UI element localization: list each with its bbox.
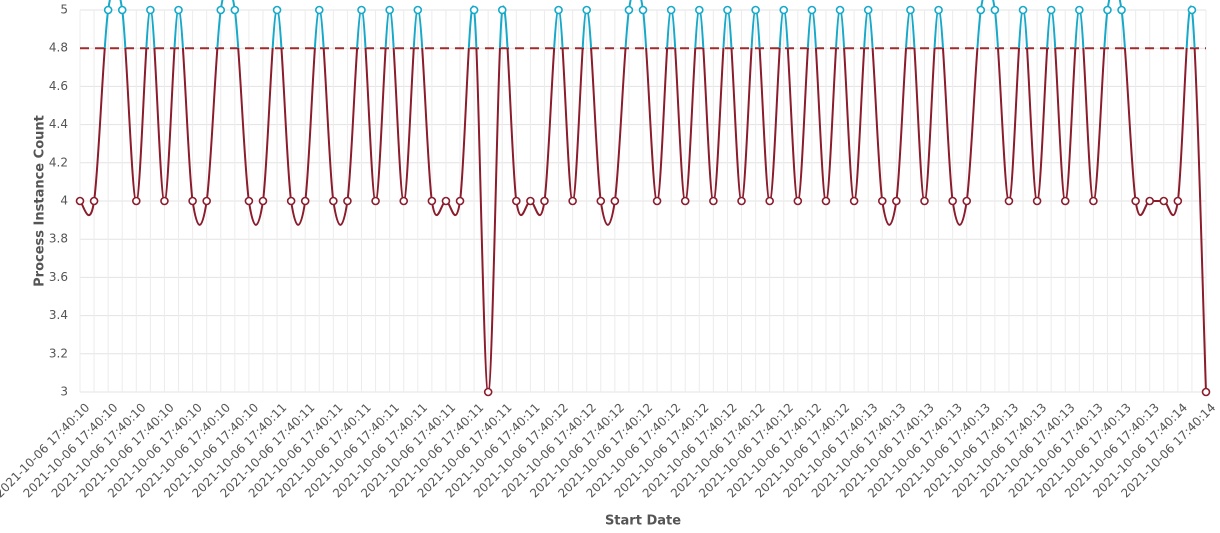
point bbox=[906, 5, 915, 15]
point bbox=[314, 5, 324, 15]
point bbox=[624, 5, 634, 15]
point bbox=[441, 196, 451, 206]
point bbox=[202, 196, 211, 206]
point bbox=[188, 196, 197, 206]
point bbox=[1103, 5, 1112, 15]
point bbox=[385, 5, 394, 15]
point bbox=[1089, 196, 1098, 206]
point bbox=[835, 5, 845, 15]
point bbox=[75, 196, 85, 206]
point bbox=[652, 196, 662, 206]
point bbox=[976, 5, 986, 15]
point bbox=[709, 196, 718, 206]
point bbox=[357, 5, 366, 15]
point bbox=[174, 5, 183, 15]
point bbox=[427, 196, 437, 206]
point bbox=[146, 5, 155, 15]
point bbox=[962, 196, 972, 206]
point bbox=[680, 196, 690, 206]
point bbox=[793, 196, 803, 206]
point bbox=[526, 196, 535, 206]
point bbox=[1032, 196, 1042, 206]
point bbox=[272, 5, 282, 15]
point bbox=[343, 196, 352, 206]
point bbox=[849, 196, 859, 206]
point bbox=[1004, 196, 1014, 206]
point bbox=[1046, 5, 1056, 15]
point bbox=[934, 5, 943, 15]
y-axis-title: Process Instance Count bbox=[33, 115, 48, 287]
point bbox=[1145, 196, 1154, 206]
point bbox=[483, 387, 493, 397]
point bbox=[1131, 196, 1140, 206]
y-tick-label: 4.4 bbox=[49, 117, 68, 131]
point bbox=[737, 196, 746, 206]
point bbox=[723, 5, 732, 15]
point bbox=[779, 5, 789, 15]
y-tick-label: 4.6 bbox=[49, 79, 68, 93]
y-tick-label: 3 bbox=[60, 385, 68, 399]
y-tick-label: 3.8 bbox=[49, 232, 68, 246]
point bbox=[469, 5, 479, 15]
y-tick-label: 4.8 bbox=[49, 41, 68, 55]
point bbox=[863, 5, 873, 15]
y-tick-label: 3.6 bbox=[49, 270, 68, 284]
point bbox=[512, 196, 521, 206]
point bbox=[1060, 196, 1070, 206]
point bbox=[216, 5, 226, 15]
point bbox=[948, 196, 957, 206]
point bbox=[258, 196, 268, 206]
point bbox=[554, 5, 563, 15]
point bbox=[1201, 387, 1211, 397]
point bbox=[807, 5, 817, 15]
point bbox=[371, 196, 380, 206]
y-tick-label: 3.4 bbox=[49, 308, 68, 322]
y-tick-label: 4 bbox=[60, 194, 68, 208]
point bbox=[1075, 5, 1084, 15]
point bbox=[230, 5, 240, 15]
point bbox=[1187, 5, 1197, 15]
point bbox=[244, 196, 254, 206]
point bbox=[638, 5, 648, 15]
point bbox=[413, 5, 423, 15]
point bbox=[821, 196, 831, 206]
point bbox=[540, 196, 549, 206]
point bbox=[117, 5, 127, 15]
point bbox=[1159, 196, 1169, 206]
x-axis-title: Start Date bbox=[605, 514, 681, 529]
point bbox=[1018, 5, 1028, 15]
point bbox=[751, 5, 760, 15]
y-tick-label: 5 bbox=[60, 3, 68, 17]
point bbox=[568, 196, 577, 206]
point bbox=[892, 196, 901, 206]
point bbox=[666, 5, 676, 15]
point bbox=[1117, 5, 1126, 15]
point bbox=[132, 196, 141, 206]
point bbox=[694, 5, 704, 15]
point bbox=[497, 5, 507, 15]
point bbox=[329, 196, 338, 206]
point bbox=[103, 5, 113, 15]
point bbox=[610, 196, 620, 206]
point bbox=[920, 196, 929, 206]
point bbox=[399, 196, 409, 206]
point bbox=[596, 196, 606, 206]
point bbox=[89, 196, 99, 206]
y-tick-label: 3.2 bbox=[49, 346, 68, 360]
point bbox=[300, 196, 310, 206]
point bbox=[160, 196, 169, 206]
point bbox=[765, 196, 774, 206]
point bbox=[990, 5, 1000, 15]
point bbox=[877, 196, 887, 206]
point bbox=[582, 5, 592, 15]
point bbox=[1173, 196, 1183, 206]
y-tick-label: 4.2 bbox=[49, 155, 68, 169]
point bbox=[455, 196, 465, 206]
point bbox=[286, 196, 296, 206]
